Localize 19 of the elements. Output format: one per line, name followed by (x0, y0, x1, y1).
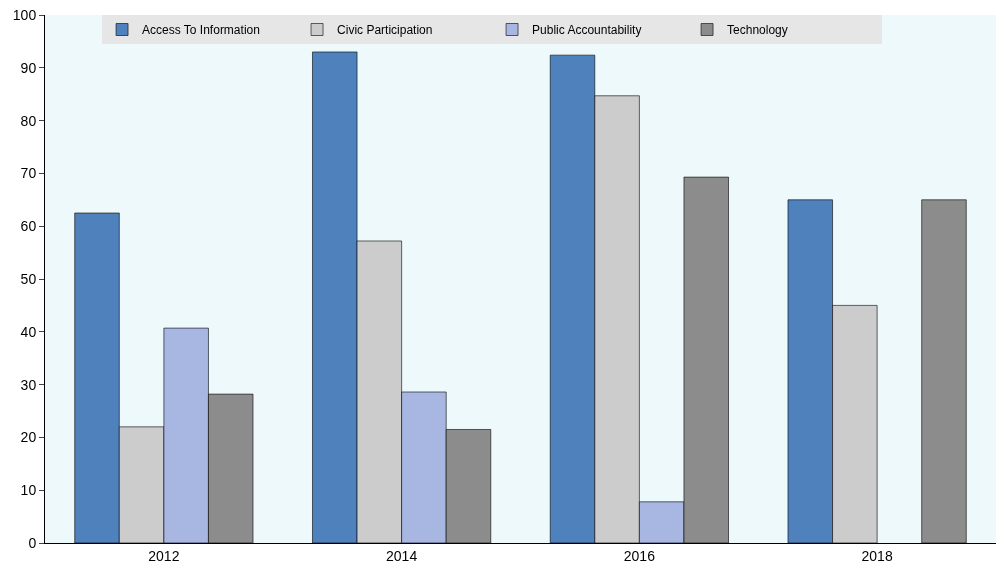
y-tick-label: 100 (12, 6, 37, 23)
legend-label: Technology (727, 23, 788, 38)
x-tick-label: 2018 (861, 547, 893, 564)
y-tick-label: 50 (20, 270, 37, 287)
x-tick-label: 2016 (623, 547, 656, 564)
legend-label: Access To Information (142, 23, 260, 38)
legend-label: Civic Participation (337, 23, 433, 38)
y-tick-label: 0 (28, 534, 37, 551)
y-tick-label: 80 (20, 112, 37, 129)
y-tick-label: 70 (20, 165, 37, 182)
legend-label: Public Accountability (532, 23, 642, 38)
y-tick-label: 30 (20, 376, 37, 393)
y-tick-label: 20 (20, 429, 37, 446)
y-tick-label: 90 (20, 59, 37, 76)
y-tick-label: 10 (20, 482, 37, 499)
x-tick-label: 2014 (386, 547, 418, 564)
y-tick-label: 40 (20, 323, 37, 340)
y-tick-label: 60 (20, 218, 37, 235)
x-tick-label: 2012 (148, 547, 180, 564)
